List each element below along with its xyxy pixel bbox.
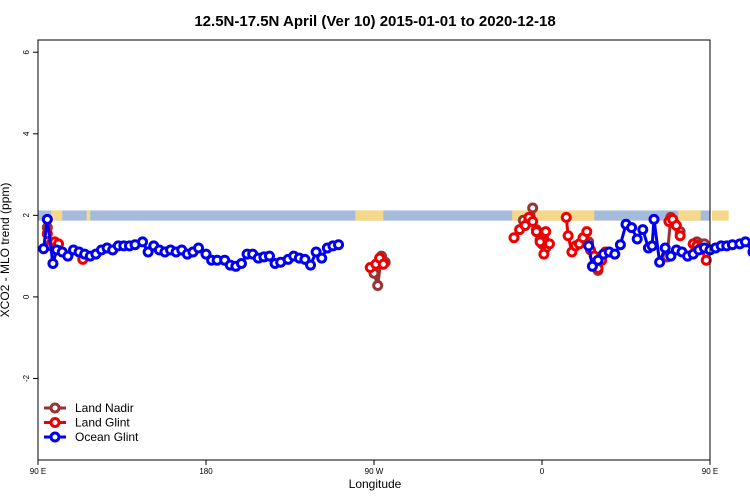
data-point: [38, 243, 50, 255]
data-point: [508, 232, 520, 244]
data-point: [560, 211, 572, 223]
data-point: [333, 239, 345, 251]
data-point: [538, 248, 550, 260]
data-point: [654, 256, 666, 268]
data-point: [614, 239, 626, 251]
data-point: [637, 224, 649, 236]
y-tick-label: -2: [22, 374, 31, 382]
legend-marker: [49, 417, 61, 428]
x-axis-label: Longitude: [349, 477, 402, 491]
data-point: [263, 250, 275, 262]
data-point: [193, 242, 205, 254]
y-tick-label: 6: [22, 49, 31, 54]
data-point: [540, 226, 552, 238]
data-point: [626, 222, 638, 234]
data-point: [674, 230, 686, 242]
data-point: [41, 213, 53, 225]
y-axis-label: XCO2 - MLO trend (ppm): [0, 183, 12, 318]
data-point: [739, 236, 750, 248]
y-tick-label: 2: [22, 213, 31, 218]
data-point: [543, 238, 555, 250]
data-point: [527, 215, 539, 227]
land-band-segment: [711, 210, 729, 221]
land-band-segment: [86, 210, 91, 221]
land-band-segment: [512, 210, 595, 221]
data-point: [530, 226, 542, 238]
axes: 90 E 180 90 W 0 90 E -2 0 2 4 6: [22, 49, 718, 476]
legend-label: Ocean Glint: [75, 430, 139, 444]
x-tick-label: 90 E: [30, 467, 46, 476]
data-point: [527, 202, 539, 214]
y-tick-label: 4: [22, 131, 31, 136]
data-point: [700, 254, 712, 266]
data-point: [47, 257, 59, 269]
data-point: [670, 220, 682, 232]
land-band-segment: [51, 210, 63, 221]
data-point: [648, 213, 660, 225]
data-point: [316, 252, 328, 264]
data-point: [581, 226, 593, 238]
data-point: [631, 233, 643, 245]
data-point: [372, 279, 384, 291]
legend-label: Land Nadir: [75, 401, 134, 415]
x-tick-label: 180: [199, 467, 213, 476]
land-band-segment: [355, 210, 384, 221]
data-point: [583, 240, 595, 252]
x-tick-label: 90 E: [702, 467, 718, 476]
x-tick-label: 0: [540, 467, 545, 476]
data-point: [659, 242, 671, 254]
x-tick-label: 90 W: [365, 467, 384, 476]
land-band-segment: [678, 210, 701, 221]
legend-label: Land Glint: [75, 416, 130, 430]
legend-marker: [49, 402, 61, 414]
data-point: [609, 248, 621, 260]
legend-marker: [49, 431, 61, 443]
data-point: [562, 230, 574, 242]
data-point: [646, 240, 658, 252]
data-point: [534, 236, 546, 248]
y-tick-label: 0: [22, 294, 31, 299]
chart-title: 12.5N-17.5N April (Ver 10) 2015-01-01 to…: [194, 13, 555, 30]
data-point: [137, 236, 149, 248]
data-point: [377, 258, 389, 270]
data-point: [305, 259, 317, 271]
data-point: [235, 257, 247, 269]
plot-area: [38, 202, 750, 291]
